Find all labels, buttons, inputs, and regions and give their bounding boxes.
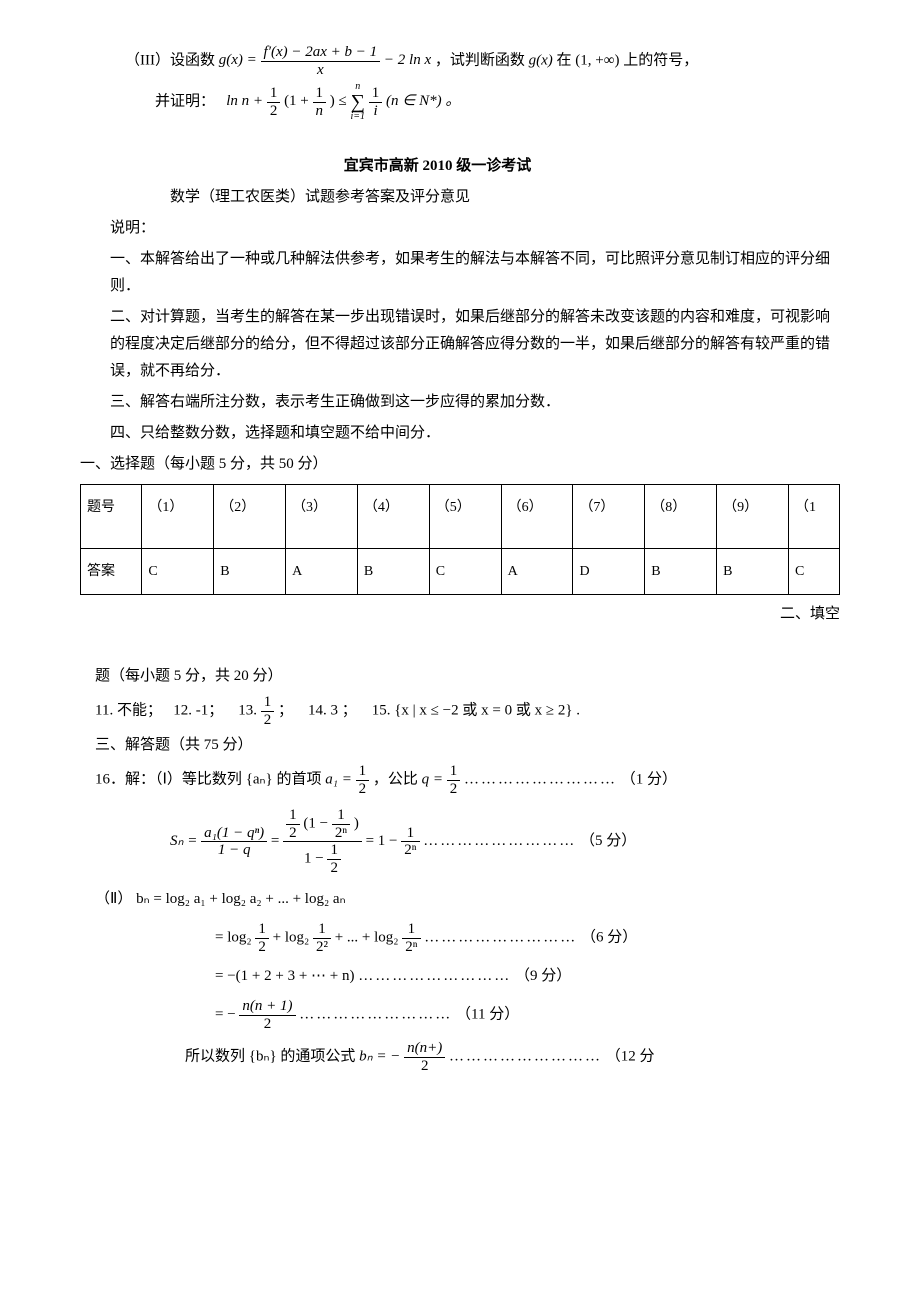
section-2-right: 二、填空 [80, 601, 840, 628]
table-row: 答案 C B A B C A D B B C [81, 549, 840, 595]
answer-header: 答案 [81, 549, 142, 595]
explain-3: 三、解答右端所注分数，表示考生正确做到这一步应得的累加分数． [110, 389, 840, 416]
sigma-icon: n ∑ i=1 [351, 82, 366, 122]
q16-bn-final: 所以数列 {bₙ} 的通项公式 bₙ = − n(n+) 2 ………………………… [185, 1040, 840, 1074]
q16-sn: Sₙ = a₁(1 − qⁿ) 1 − q = 1 2 (1 − 1 2ⁿ ) … [170, 807, 840, 876]
row-header: 题号 [81, 485, 142, 549]
q3-line1: （III）设函数 g(x) = f′(x) − 2ax + b − 1 x − … [125, 44, 840, 78]
q3-prefix: （III）设函数 [125, 52, 215, 68]
table-row: 题号 （1） （2） （3） （4） （5） （6） （7） （8） （9） （… [81, 485, 840, 549]
q16-bn-l4: = − n(n + 1) 2 ……………………… （11 分） [215, 998, 840, 1032]
explain-4: 四、只给整数分数，选择题和填空题不给中间分． [110, 420, 840, 447]
q16-bn-l2: = log₂ 1 2 + log₂ 1 2² + ... + log₂ 1 2ⁿ… [215, 921, 840, 955]
q3-frac1: f′(x) − 2ax + b − 1 x [261, 44, 381, 78]
section-2-cont: 题（每小题 5 分，共 20 分） [95, 663, 840, 690]
explain-2: 二、对计算题，当考生的解答在某一步出现错误时，如果后继部分的解答未改变该题的内容… [110, 304, 840, 385]
q16-part1: 16．解：（Ⅰ）等比数列 {aₙ} 的首项 a₁ = 1 2 ，公比 q = 1… [95, 763, 840, 797]
q3-line2: 并证明： ln n + 1 2 (1 + 1 n ) ≤ n ∑ i=1 1 i… [155, 82, 840, 122]
q16-part2-head: （Ⅱ） bₙ = log₂ a₁ + log₂ a₂ + ... + log₂ … [95, 886, 840, 913]
section-3: 三、解答题（共 75 分） [95, 732, 840, 759]
fill-answers: 11. 不能； 12. -1； 13. 1 2 ； 14. 3 ； 15. {x… [95, 694, 840, 728]
explain-1: 一、本解答给出了一种或几种解法供参考，如果考生的解法与本解答不同，可比照评分意见… [110, 246, 840, 300]
exam-subtitle: 数学（理工农医类）试题参考答案及评分意见 [170, 184, 840, 211]
explain-header: 说明： [110, 215, 840, 242]
answer-table: 题号 （1） （2） （3） （4） （5） （6） （7） （8） （9） （… [80, 484, 840, 595]
section-1: 一、选择题（每小题 5 分，共 50 分） [80, 451, 840, 478]
exam-title: 宜宾市高新 2010 级一诊考试 [35, 153, 840, 180]
q16-bn-l3: = −(1 + 2 + 3 + ⋯ + n) ……………………… （9 分） [215, 963, 840, 990]
